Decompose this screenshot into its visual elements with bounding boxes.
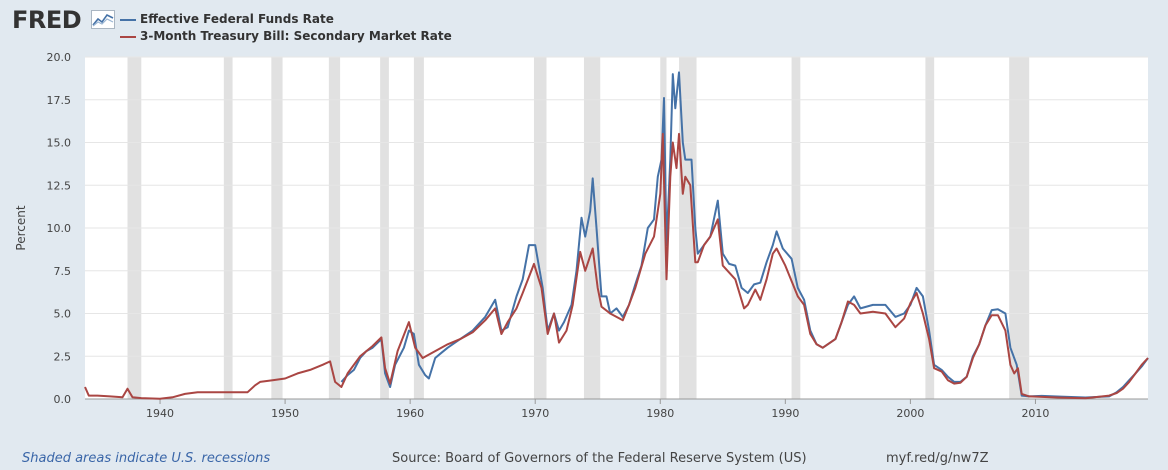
y-tick-label: 17.5 — [47, 94, 72, 107]
legend-entry[interactable]: Effective Federal Funds Rate — [120, 11, 452, 28]
y-tick-label: 15.0 — [47, 137, 72, 150]
y-tick-label: 10.0 — [47, 222, 72, 235]
chart-legend: Effective Federal Funds Rate 3-Month Tre… — [120, 11, 452, 45]
x-tick-label: 1980 — [646, 407, 674, 420]
y-tick-label: 2.5 — [54, 350, 72, 363]
y-axis-title: Percent — [14, 205, 28, 250]
x-tick-label: 1970 — [521, 407, 549, 420]
y-tick-label: 7.5 — [54, 265, 72, 278]
legend-swatch — [120, 35, 136, 38]
legend-label: 3-Month Treasury Bill: Secondary Market … — [140, 29, 452, 43]
y-tick-label: 20.0 — [47, 51, 72, 64]
recession-note: Shaded areas indicate U.S. recessions — [22, 451, 271, 466]
line-chart: 0.0 2.5 5.0 7.5 10.0 12.5 15.0 17.5 20.0 1940 1950… — [14, 51, 1149, 420]
legend-label: Effective Federal Funds Rate — [140, 12, 334, 26]
line-chart-icon — [91, 10, 115, 29]
y-tick-label: 5.0 — [54, 308, 72, 321]
x-tick-label: 1960 — [396, 407, 424, 420]
source-credit: Source: Board of Governors of the Federa… — [392, 451, 807, 466]
x-tick-label: 1990 — [771, 407, 799, 420]
x-tick-label: 1940 — [146, 407, 174, 420]
fred-logo: FRED — [12, 6, 82, 34]
x-tick-label: 2000 — [896, 407, 924, 420]
legend-swatch — [120, 18, 136, 21]
treasury-bill-rate-line — [84, 132, 1149, 400]
y-tick-label: 12.5 — [47, 179, 72, 192]
logo-text: FRED — [12, 6, 82, 34]
y-tick-label: 0.0 — [54, 393, 72, 406]
legend-entry[interactable]: 3-Month Treasury Bill: Secondary Market … — [120, 28, 452, 45]
x-tick-label: 2010 — [1021, 407, 1049, 420]
short-url-link[interactable]: myf.red/g/nw7Z — [886, 451, 989, 466]
x-tick-label: 1950 — [271, 407, 299, 420]
